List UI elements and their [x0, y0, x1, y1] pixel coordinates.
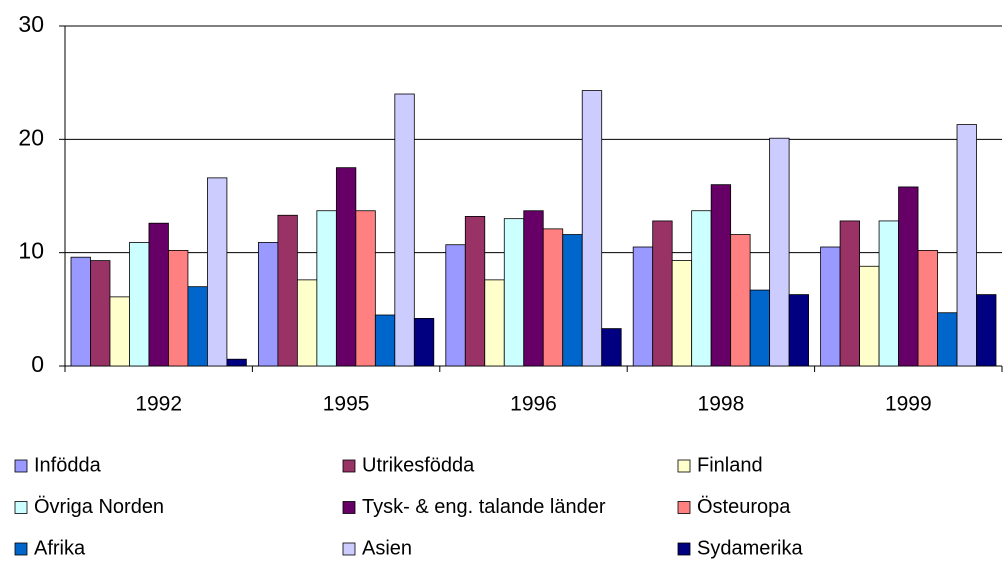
legend-label: Finland [697, 454, 763, 476]
bar [632, 246, 654, 367]
legend-swatch [342, 501, 356, 514]
bar [168, 249, 189, 367]
x-tick-label: 1998 [698, 393, 745, 416]
bar [90, 260, 111, 367]
x-tick-label: 1995 [323, 393, 370, 416]
bar [671, 260, 693, 367]
bar [769, 137, 790, 367]
x-tick-label: 1992 [135, 393, 182, 416]
legend-label: Asien [362, 537, 412, 559]
bar [148, 222, 169, 367]
bar [820, 246, 841, 367]
bar [562, 234, 583, 367]
bar [257, 242, 279, 367]
legend-swatch [342, 542, 356, 556]
legend-label: Infödda [34, 454, 102, 476]
bar [226, 358, 247, 367]
bar [917, 249, 938, 367]
legend-swatch [677, 542, 691, 556]
y-tick-label: 0 [31, 351, 44, 377]
x-tick-label: 1999 [885, 393, 932, 416]
bar [730, 234, 751, 367]
legend-swatch [14, 501, 28, 514]
bar [70, 256, 91, 367]
bar [445, 244, 466, 367]
bar [956, 124, 977, 367]
legend-swatch [342, 459, 356, 473]
bar [749, 289, 771, 367]
legend-label: Utrikesfödda [362, 454, 475, 476]
bar [484, 279, 505, 367]
bar [207, 177, 228, 367]
bar [316, 210, 337, 367]
bar [296, 279, 318, 367]
bar [374, 314, 396, 367]
bar [503, 218, 525, 367]
legend-label: Övriga Norden [34, 496, 164, 518]
legend-swatch [677, 501, 691, 514]
legend-label: Tysk- & eng. talande länder [362, 496, 606, 518]
bar [464, 215, 486, 367]
bar [601, 328, 622, 367]
legend-swatch [14, 542, 28, 556]
bar [878, 220, 899, 367]
legend-label: Afrika [34, 537, 86, 559]
legend-swatch [14, 459, 28, 473]
bar [652, 220, 673, 367]
bar [394, 93, 415, 367]
y-tick-label: 30 [18, 11, 44, 37]
legend-label: Sydamerika [697, 537, 803, 559]
bar [691, 210, 712, 367]
bar [542, 228, 564, 367]
bar [355, 210, 376, 367]
x-tick-label: 1996 [510, 393, 557, 416]
bar [859, 265, 880, 367]
bar [976, 294, 997, 367]
legend-swatch [677, 459, 691, 473]
bar [581, 90, 603, 367]
bar [523, 210, 544, 367]
legend-label: Östeuropa [697, 496, 791, 518]
y-tick-label: 10 [18, 238, 44, 264]
y-tick-label: 20 [18, 124, 44, 150]
bar [109, 296, 130, 367]
bar [937, 312, 958, 367]
bar [839, 220, 860, 367]
bar [187, 286, 208, 367]
bar [335, 167, 357, 367]
bar [788, 294, 810, 367]
bar [129, 242, 150, 367]
bar [710, 184, 732, 367]
bar [277, 214, 298, 367]
bar [898, 186, 919, 367]
bar [413, 317, 435, 367]
